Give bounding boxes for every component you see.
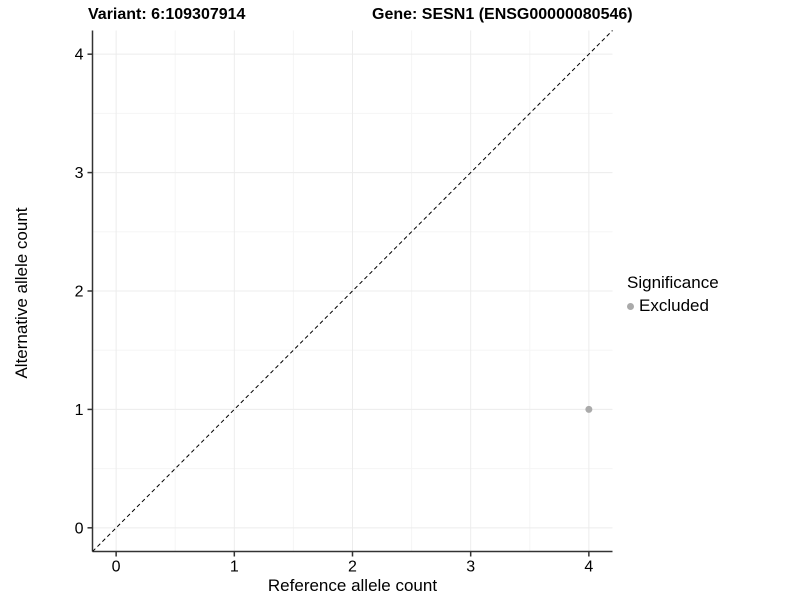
x-tick-label: 4 bbox=[584, 559, 593, 576]
legend-item: Excluded bbox=[627, 296, 719, 316]
legend: Significance Excluded bbox=[627, 273, 719, 316]
x-tick-label: 0 bbox=[112, 559, 121, 576]
identity-reference-line bbox=[92, 30, 613, 552]
legend-point-icon bbox=[627, 302, 634, 310]
legend-item-label: Excluded bbox=[639, 296, 709, 315]
plot-title-variant: Variant: 6:109307914 bbox=[88, 6, 246, 23]
x-tick-label: 3 bbox=[466, 559, 475, 576]
y-axis-title: Alternative allele count bbox=[12, 207, 31, 379]
x-tick-label: 2 bbox=[348, 559, 357, 576]
legend-title: Significance bbox=[627, 273, 719, 292]
y-tick-label: 3 bbox=[75, 165, 84, 182]
y-tick-label: 2 bbox=[75, 284, 84, 301]
y-tick-label: 4 bbox=[75, 47, 84, 64]
x-axis-title: Reference allele count bbox=[267, 576, 438, 595]
data-point bbox=[585, 405, 593, 413]
y-tick-label: 1 bbox=[75, 402, 84, 419]
plot-title-gene: Gene: SESN1 (ENSG00000080546) bbox=[372, 6, 633, 23]
y-tick-label: 0 bbox=[75, 520, 84, 537]
x-tick-label: 1 bbox=[230, 559, 239, 576]
